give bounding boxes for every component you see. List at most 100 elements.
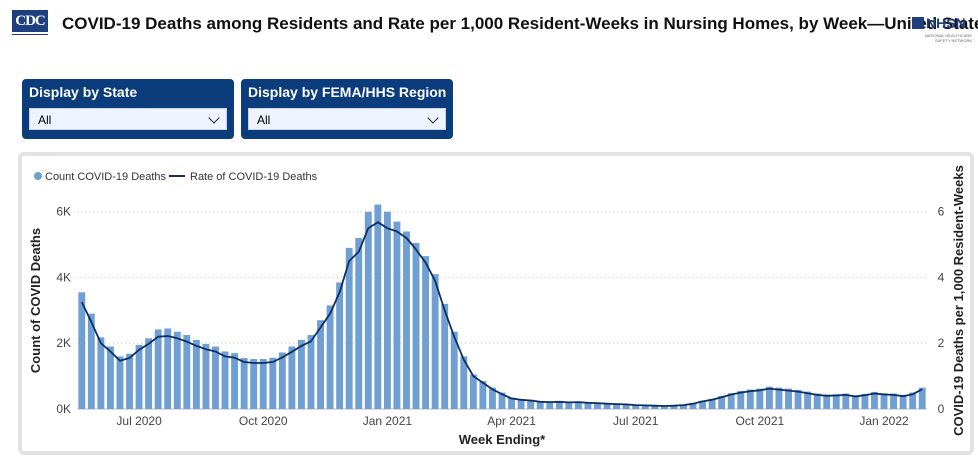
cdc-logo[interactable]: CDC: [12, 10, 48, 40]
bar: [670, 405, 678, 409]
bar: [183, 335, 191, 409]
bar: [775, 387, 783, 409]
bar: [536, 401, 544, 409]
bar: [364, 211, 372, 409]
bar: [584, 402, 592, 409]
bar: [871, 391, 878, 409]
bar: [708, 398, 716, 409]
bar: [288, 346, 296, 409]
bar: [641, 405, 649, 409]
bar: [269, 357, 277, 409]
nhsn-logo[interactable]: NHSN NATIONAL HEALTHCARE SAFETY NETWORK: [912, 14, 972, 44]
bar: [660, 405, 668, 409]
bar: [555, 401, 563, 409]
bar: [259, 359, 267, 409]
bar: [546, 401, 554, 409]
page-title: COVID-19 Deaths among Residents and Rate…: [62, 14, 978, 33]
bar: [298, 339, 305, 409]
bar: [97, 337, 105, 409]
x-tick-label: Jul 2021: [613, 414, 659, 428]
bar: [441, 303, 449, 409]
bar: [594, 402, 601, 409]
region-select[interactable]: All: [248, 108, 446, 130]
bar: [765, 386, 773, 409]
x-tick-label: Apr 2021: [487, 414, 536, 428]
page-header: CDC COVID-19 Deaths among Residents and …: [0, 0, 978, 50]
bar: [173, 331, 181, 409]
line-layer: [80, 221, 923, 407]
bar: [880, 393, 888, 409]
bar: [632, 404, 640, 409]
bar: [785, 388, 792, 409]
bar: [383, 211, 391, 409]
bar: [202, 343, 210, 409]
bar: [231, 353, 239, 409]
bar: [374, 204, 382, 409]
x-axis-title: Week Ending*: [459, 432, 546, 447]
bar: [240, 358, 248, 409]
bar: [355, 238, 363, 409]
bar: [851, 395, 859, 409]
bar: [699, 400, 706, 409]
y-right-axis-title: COVID-19 Deaths per 1,000 Resident-Weeks: [951, 165, 966, 436]
bar: [250, 359, 258, 409]
x-tick-label: Oct 2021: [736, 414, 785, 428]
bar: [145, 338, 153, 409]
region-select-value: All: [257, 113, 271, 127]
bar: [345, 247, 353, 409]
bar: [422, 256, 430, 409]
bar: [326, 305, 334, 409]
y-left-tick-label: 4K: [56, 270, 71, 284]
nhsn-mark-icon: [912, 16, 924, 29]
chart-panel: 0K 2K 4K 6K 0 2 4 6 Jul 2020 Oct 2020 Jan 2021 Apr …: [18, 152, 974, 455]
y-left-tick-label: 6K: [56, 205, 71, 219]
chevron-down-icon[interactable]: [208, 112, 220, 124]
legend-count-label: Count COVID-19 Deaths: [45, 171, 167, 183]
x-tick-label: Jan 2022: [859, 414, 909, 428]
bar: [909, 392, 917, 409]
nhsn-logo-subtext: NATIONAL HEALTHCARE SAFETY NETWORK: [924, 33, 972, 43]
bar: [565, 401, 573, 409]
state-select-value: All: [38, 113, 52, 127]
x-tick-label: Jan 2021: [363, 414, 413, 428]
legend-layer: Count COVID-19 Deaths Rate of COVID-19 De…: [34, 171, 318, 183]
bar: [899, 394, 907, 409]
rate-line: [80, 221, 923, 407]
region-filter-label: Display by FEMA/HHS Region: [248, 84, 447, 100]
bar: [317, 320, 324, 409]
state-filter-label: Display by State: [29, 84, 138, 100]
bar: [164, 328, 172, 409]
chevron-down-icon[interactable]: [427, 112, 439, 124]
cdc-logo-text: CDC: [12, 10, 48, 32]
x-tick-label: Oct 2020: [239, 414, 288, 428]
bar: [861, 393, 869, 409]
y-left-tick-label: 2K: [56, 336, 71, 350]
nhsn-logo-text: NHSN: [926, 14, 966, 31]
bar: [135, 344, 143, 409]
legend-count-marker: [34, 172, 42, 180]
bar: [412, 242, 420, 409]
bar: [126, 353, 133, 409]
bar: [651, 405, 659, 409]
bar: [680, 404, 687, 409]
bar: [393, 221, 401, 409]
bar: [431, 274, 439, 409]
bar: [498, 392, 506, 409]
bar: [221, 351, 229, 409]
bar: [689, 403, 697, 409]
y-left-tick-label: 0K: [56, 402, 71, 416]
state-select[interactable]: All: [29, 108, 227, 130]
region-filter: Display by FEMA/HHS Region All: [241, 79, 453, 139]
bar: [278, 352, 286, 409]
bar: [450, 331, 458, 409]
deaths-chart: 0K 2K 4K 6K 0 2 4 6 Jul 2020 Oct 2020 Jan 2021 Apr …: [28, 165, 966, 447]
bar: [794, 389, 802, 409]
bar: [890, 393, 898, 409]
bar: [813, 393, 821, 409]
bar: [336, 282, 344, 409]
bar: [517, 399, 525, 409]
bar: [832, 394, 840, 409]
y-right-tick-label: 4: [938, 270, 945, 284]
bar: [212, 346, 219, 409]
bar: [804, 391, 812, 409]
